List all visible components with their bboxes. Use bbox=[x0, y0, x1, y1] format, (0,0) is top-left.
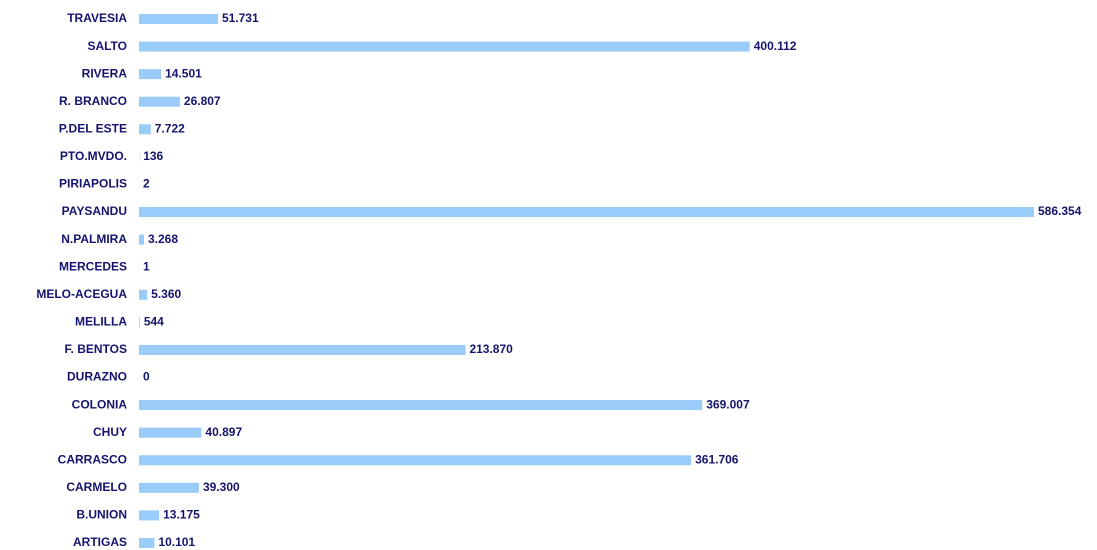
category-label: MELILLA bbox=[75, 315, 127, 329]
category-label: COLONIA bbox=[72, 397, 128, 411]
bar bbox=[139, 207, 1034, 218]
value-label: 544 bbox=[144, 315, 164, 329]
value-label: 13.175 bbox=[163, 508, 200, 522]
value-label: 10.101 bbox=[158, 535, 195, 549]
category-label: PTO.MVDO. bbox=[60, 149, 127, 163]
bar bbox=[139, 427, 202, 438]
category-label: MERCEDES bbox=[59, 259, 127, 273]
bar bbox=[139, 41, 750, 52]
value-label: 5.360 bbox=[151, 287, 181, 301]
value-label: 51.731 bbox=[222, 11, 259, 25]
value-label: 361.706 bbox=[695, 452, 739, 466]
category-label: RIVERA bbox=[82, 66, 128, 80]
category-label: CHUY bbox=[93, 425, 127, 439]
value-label: 586.354 bbox=[1038, 204, 1082, 218]
value-label: 0 bbox=[143, 370, 150, 384]
category-label: N.PALMIRA bbox=[61, 232, 127, 246]
bar bbox=[139, 400, 703, 411]
bar bbox=[139, 69, 162, 80]
bar bbox=[139, 124, 151, 135]
category-label: PAYSANDU bbox=[62, 204, 127, 218]
category-label: MELO-ACEGUA bbox=[36, 287, 127, 301]
category-label: ARTIGAS bbox=[73, 535, 127, 549]
bar bbox=[139, 510, 160, 521]
category-label: SALTO bbox=[87, 39, 127, 53]
bar bbox=[139, 289, 148, 300]
value-label: 3.268 bbox=[148, 232, 178, 246]
bar bbox=[139, 455, 692, 466]
value-label: 14.501 bbox=[165, 66, 202, 80]
category-label: R. BRANCO bbox=[59, 94, 127, 108]
bar bbox=[139, 234, 144, 245]
category-label: PIRIAPOLIS bbox=[59, 177, 127, 191]
value-label: 1 bbox=[143, 259, 150, 273]
bar bbox=[139, 482, 199, 493]
value-label: 369.007 bbox=[706, 397, 750, 411]
value-label: 136 bbox=[143, 149, 163, 163]
value-label: 7.722 bbox=[155, 121, 185, 135]
bar bbox=[139, 538, 155, 548]
value-label: 40.897 bbox=[205, 425, 242, 439]
bar bbox=[139, 344, 466, 355]
value-label: 400.112 bbox=[754, 39, 797, 53]
category-label: F. BENTOS bbox=[65, 342, 127, 356]
category-label: P.DEL ESTE bbox=[59, 121, 127, 135]
value-label: 213.870 bbox=[469, 342, 513, 356]
bar bbox=[139, 317, 140, 328]
category-label: B.UNION bbox=[76, 508, 127, 522]
category-label: TRAVESIA bbox=[67, 11, 127, 25]
category-label: CARMELO bbox=[66, 480, 127, 494]
category-label: CARRASCO bbox=[58, 452, 127, 466]
bar bbox=[139, 14, 218, 24]
bar bbox=[139, 96, 180, 107]
value-label: 26.807 bbox=[184, 94, 221, 108]
category-label: DURAZNO bbox=[67, 370, 127, 384]
value-label: 39.300 bbox=[203, 480, 240, 494]
value-label: 2 bbox=[143, 177, 150, 191]
